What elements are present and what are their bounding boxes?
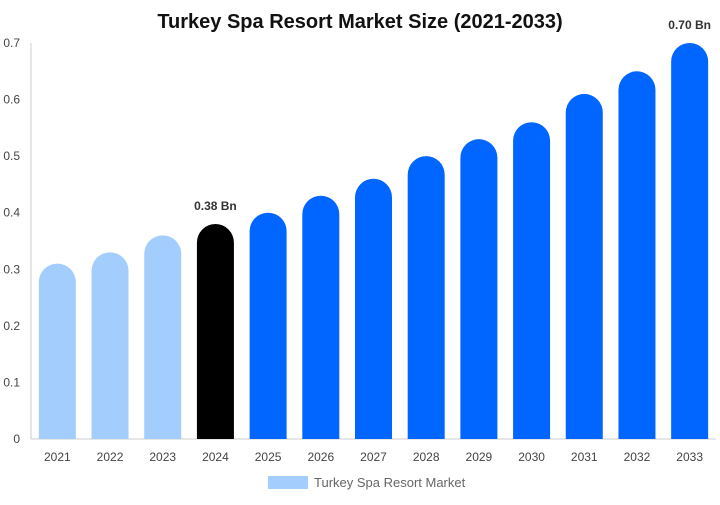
y-tick-label: 0.2 bbox=[3, 319, 20, 333]
legend-label: Turkey Spa Resort Market bbox=[314, 475, 466, 490]
bar-2027[interactable] bbox=[355, 178, 392, 439]
y-tick-label: 0.6 bbox=[3, 93, 20, 107]
x-tick-label: 2031 bbox=[571, 450, 598, 464]
y-tick-label: 0.5 bbox=[3, 149, 20, 163]
y-tick-label: 0 bbox=[13, 432, 20, 446]
y-axis: 0 0.1 0.2 0.3 0.4 0.5 0.6 0.7 bbox=[3, 36, 32, 446]
chart-title: Turkey Spa Resort Market Size (2021-2033… bbox=[157, 11, 562, 33]
y-tick-label: 0.3 bbox=[3, 262, 20, 276]
bar-2032[interactable] bbox=[618, 71, 656, 440]
x-tick-label: 2024 bbox=[202, 450, 229, 464]
bar-2026[interactable] bbox=[302, 195, 340, 439]
x-tick-label: 2025 bbox=[255, 450, 282, 464]
bar-2031[interactable] bbox=[565, 93, 603, 440]
legend[interactable]: Turkey Spa Resort Market bbox=[268, 475, 466, 490]
bar-2028[interactable] bbox=[407, 156, 445, 439]
x-tick-label: 2028 bbox=[413, 450, 440, 464]
x-tick-label: 2023 bbox=[149, 450, 176, 464]
bar-2033[interactable] bbox=[671, 43, 709, 439]
x-tick-label: 2032 bbox=[624, 450, 651, 464]
data-labels-group: 0.38 Bn 0.70 Bn bbox=[194, 18, 711, 213]
bar-2022[interactable] bbox=[91, 252, 129, 439]
x-tick-label: 2022 bbox=[97, 450, 124, 464]
bar-2025[interactable] bbox=[249, 212, 287, 439]
x-tick-label: 2033 bbox=[676, 450, 703, 464]
x-tick-label: 2029 bbox=[466, 450, 493, 464]
bar-2021[interactable] bbox=[38, 263, 76, 439]
x-tick-label: 2027 bbox=[360, 450, 387, 464]
legend-swatch bbox=[268, 476, 308, 489]
bar-2030[interactable] bbox=[513, 122, 551, 439]
bars-group bbox=[38, 43, 709, 440]
x-tick-label: 2026 bbox=[307, 450, 334, 464]
bar-2024[interactable] bbox=[196, 224, 234, 439]
data-label: 0.38 Bn bbox=[194, 199, 237, 213]
bar-2023[interactable] bbox=[144, 235, 182, 439]
x-axis: 2021 2022 2023 2024 2025 2026 2027 2028 2029 2030… bbox=[31, 438, 716, 464]
data-label: 0.70 Bn bbox=[668, 18, 711, 32]
y-tick-label: 0.4 bbox=[3, 206, 20, 220]
y-tick-label: 0.7 bbox=[3, 36, 20, 50]
x-tick-label: 2021 bbox=[44, 450, 71, 464]
x-tick-label: 2030 bbox=[518, 450, 545, 464]
bar-2029[interactable] bbox=[460, 139, 498, 439]
y-tick-label: 0.1 bbox=[3, 375, 20, 389]
